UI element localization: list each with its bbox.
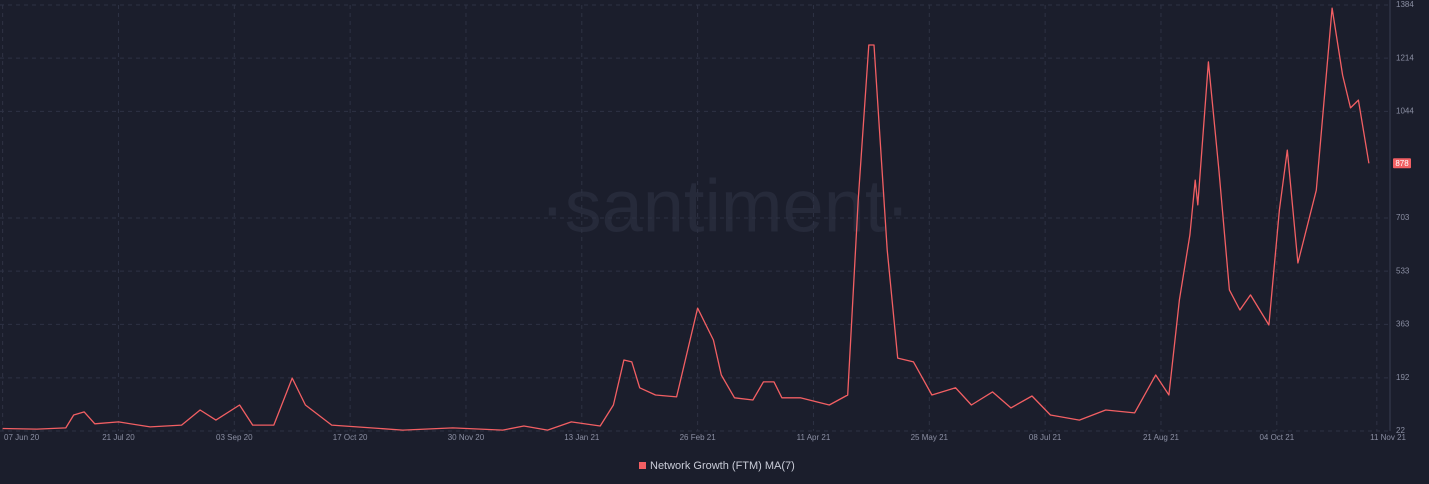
x-tick-label: 11 Nov 21 <box>1370 433 1406 442</box>
x-tick-label: 21 Aug 21 <box>1143 433 1180 442</box>
last-value-label: 878 <box>1395 159 1409 168</box>
x-tick-label: 03 Sep 20 <box>216 433 253 442</box>
x-tick-label: 04 Oct 21 <box>1259 433 1294 442</box>
x-tick-label: 07 Jun 20 <box>4 433 40 442</box>
y-tick-label: 1214 <box>1396 53 1414 62</box>
line <box>2 7 1370 431</box>
legend-label: Network Growth (FTM) MA(7) <box>650 460 795 472</box>
y-tick-label: 533 <box>1396 266 1410 275</box>
x-tick-label: 08 Jul 21 <box>1029 433 1062 442</box>
y-tick-label: 22 <box>1396 426 1405 435</box>
y-tick-label: 363 <box>1396 319 1410 328</box>
watermark: ·santiment· <box>540 165 910 248</box>
x-tick-label: 13 Jan 21 <box>564 433 600 442</box>
y-tick-label: 703 <box>1396 213 1410 222</box>
legend-swatch <box>639 462 646 469</box>
y-tick-label: 1384 <box>1396 0 1414 9</box>
x-tick-label: 25 May 21 <box>911 433 949 442</box>
x-tick-label: 11 Apr 21 <box>797 433 831 442</box>
x-tick-label: 30 Nov 20 <box>448 433 485 442</box>
y-tick-label: 192 <box>1396 373 1410 382</box>
y-tick-label: 1044 <box>1396 106 1414 115</box>
x-tick-label: 17 Oct 20 <box>333 433 368 442</box>
x-tick-label: 21 Jul 20 <box>102 433 135 442</box>
last-value-badge <box>1393 158 1411 169</box>
x-tick-label: 26 Feb 21 <box>680 433 717 442</box>
